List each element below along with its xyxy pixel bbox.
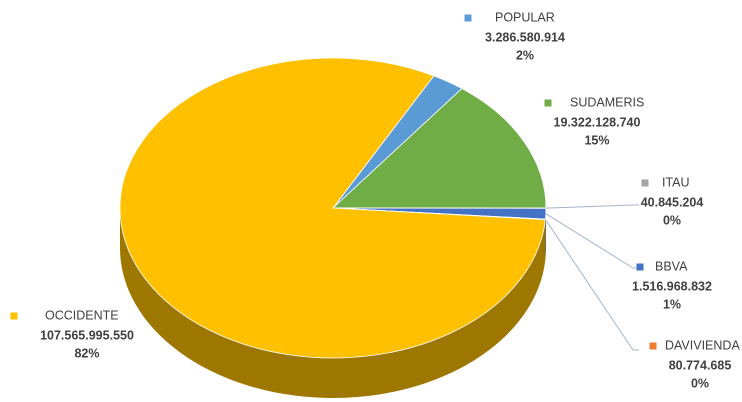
category-label: BBVA [655,259,688,273]
slice [331,88,547,209]
leader-line [544,219,639,351]
percent-label: 1% [663,297,681,311]
value-label: 1.516.968.832 [632,279,712,293]
legend-marker [641,179,649,187]
category-label: DAVIVIENDA [665,338,740,352]
legend-marker [649,342,657,350]
value-label: 40.845.204 [641,195,704,209]
value-label: 19.322.128.740 [554,115,641,129]
slice [119,57,546,359]
legend-marker [464,14,472,22]
percent-label: 2% [516,48,534,62]
percent-label: 0% [691,376,709,390]
legend-marker [10,312,18,320]
percent-label: 82% [74,346,99,360]
category-label: ITAU [662,175,690,189]
category-label: SUDAMERIS [570,95,644,109]
category-label: POPULAR [495,10,555,24]
legend-marker [544,99,552,107]
category-label: OCCIDENTE [45,308,119,322]
legend-marker [636,263,644,271]
percent-label: 0% [663,213,681,227]
slice-side [120,208,546,398]
value-label: 3.286.580.914 [485,30,565,44]
percent-label: 15% [584,133,609,147]
value-label: 80.774.685 [669,358,732,372]
leader-line [545,204,639,209]
value-label: 107.565.995.550 [40,328,134,342]
